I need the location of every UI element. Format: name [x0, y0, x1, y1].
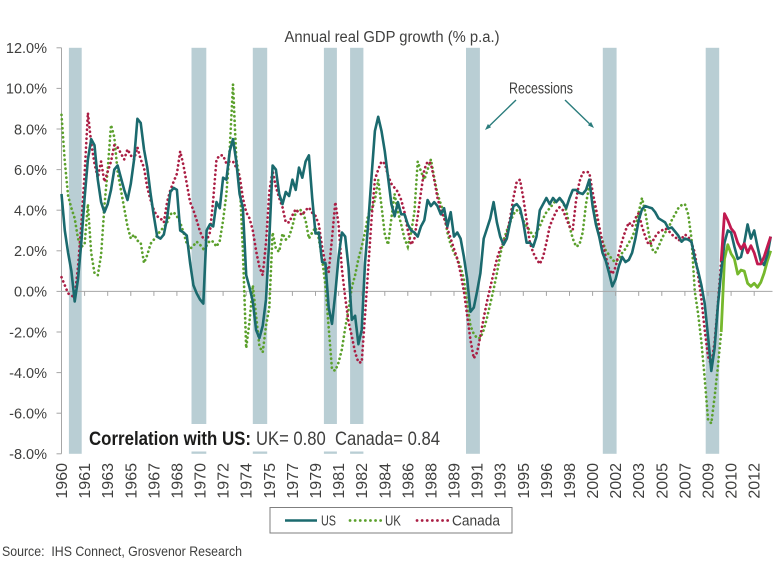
svg-text:1965: 1965 — [123, 463, 140, 499]
svg-text:2002: 2002 — [608, 463, 625, 499]
svg-text:1974: 1974 — [239, 463, 256, 499]
svg-text:6.0%: 6.0% — [14, 163, 47, 179]
svg-text:1998: 1998 — [562, 463, 579, 499]
svg-text:1970: 1970 — [193, 463, 210, 499]
svg-text:-6.0%: -6.0% — [9, 407, 47, 423]
svg-text:Canada: Canada — [452, 514, 501, 530]
svg-text:8.0%: 8.0% — [14, 122, 47, 138]
svg-text:Correlation with US:: Correlation with US: — [89, 428, 251, 450]
svg-text:1961: 1961 — [77, 463, 94, 499]
svg-text:1996: 1996 — [539, 463, 556, 499]
svg-text:1988: 1988 — [423, 463, 440, 499]
svg-text:2003: 2003 — [631, 463, 648, 499]
svg-text:-2.0%: -2.0% — [9, 325, 47, 341]
svg-text:1968: 1968 — [169, 463, 186, 499]
svg-text:1981: 1981 — [331, 463, 348, 499]
svg-text:1991: 1991 — [470, 463, 487, 499]
svg-text:Annual real GDP growth (% p.a.: Annual real GDP growth (% p.a.) — [285, 29, 500, 46]
svg-text:1963: 1963 — [100, 463, 117, 499]
svg-text:US: US — [321, 514, 336, 530]
svg-text:1986: 1986 — [400, 463, 417, 499]
svg-text:1977: 1977 — [285, 463, 302, 499]
svg-text:12.0%: 12.0% — [6, 41, 47, 57]
svg-text:2007: 2007 — [677, 463, 694, 499]
svg-text:UK= 0.80 Canada= 0.84: UK= 0.80 Canada= 0.84 — [256, 428, 440, 450]
svg-text:1967: 1967 — [146, 463, 163, 499]
svg-text:10.0%: 10.0% — [6, 82, 47, 98]
svg-text:Source: IHS Connect, Grosveno: Source: IHS Connect, Grosvenor Research — [2, 543, 242, 559]
svg-text:2005: 2005 — [654, 463, 671, 499]
svg-text:1989: 1989 — [447, 463, 464, 499]
svg-text:1995: 1995 — [516, 463, 533, 499]
svg-text:2009: 2009 — [701, 463, 718, 499]
svg-text:UK: UK — [385, 514, 401, 530]
svg-text:2000: 2000 — [585, 463, 602, 499]
svg-text:1993: 1993 — [493, 463, 510, 499]
svg-text:1975: 1975 — [262, 463, 279, 499]
svg-text:2012: 2012 — [747, 463, 764, 499]
svg-text:1984: 1984 — [377, 463, 394, 499]
svg-text:-8.0%: -8.0% — [9, 447, 47, 463]
svg-text:4.0%: 4.0% — [14, 204, 47, 220]
svg-text:1972: 1972 — [216, 463, 233, 499]
svg-text:2010: 2010 — [724, 463, 741, 499]
svg-text:Recessions: Recessions — [509, 81, 573, 98]
svg-text:0.0%: 0.0% — [14, 285, 47, 301]
svg-text:1979: 1979 — [308, 463, 325, 499]
svg-text:1960: 1960 — [54, 463, 71, 499]
svg-text:-4.0%: -4.0% — [9, 366, 47, 382]
svg-text:2.0%: 2.0% — [14, 244, 47, 260]
svg-text:1982: 1982 — [354, 463, 371, 499]
